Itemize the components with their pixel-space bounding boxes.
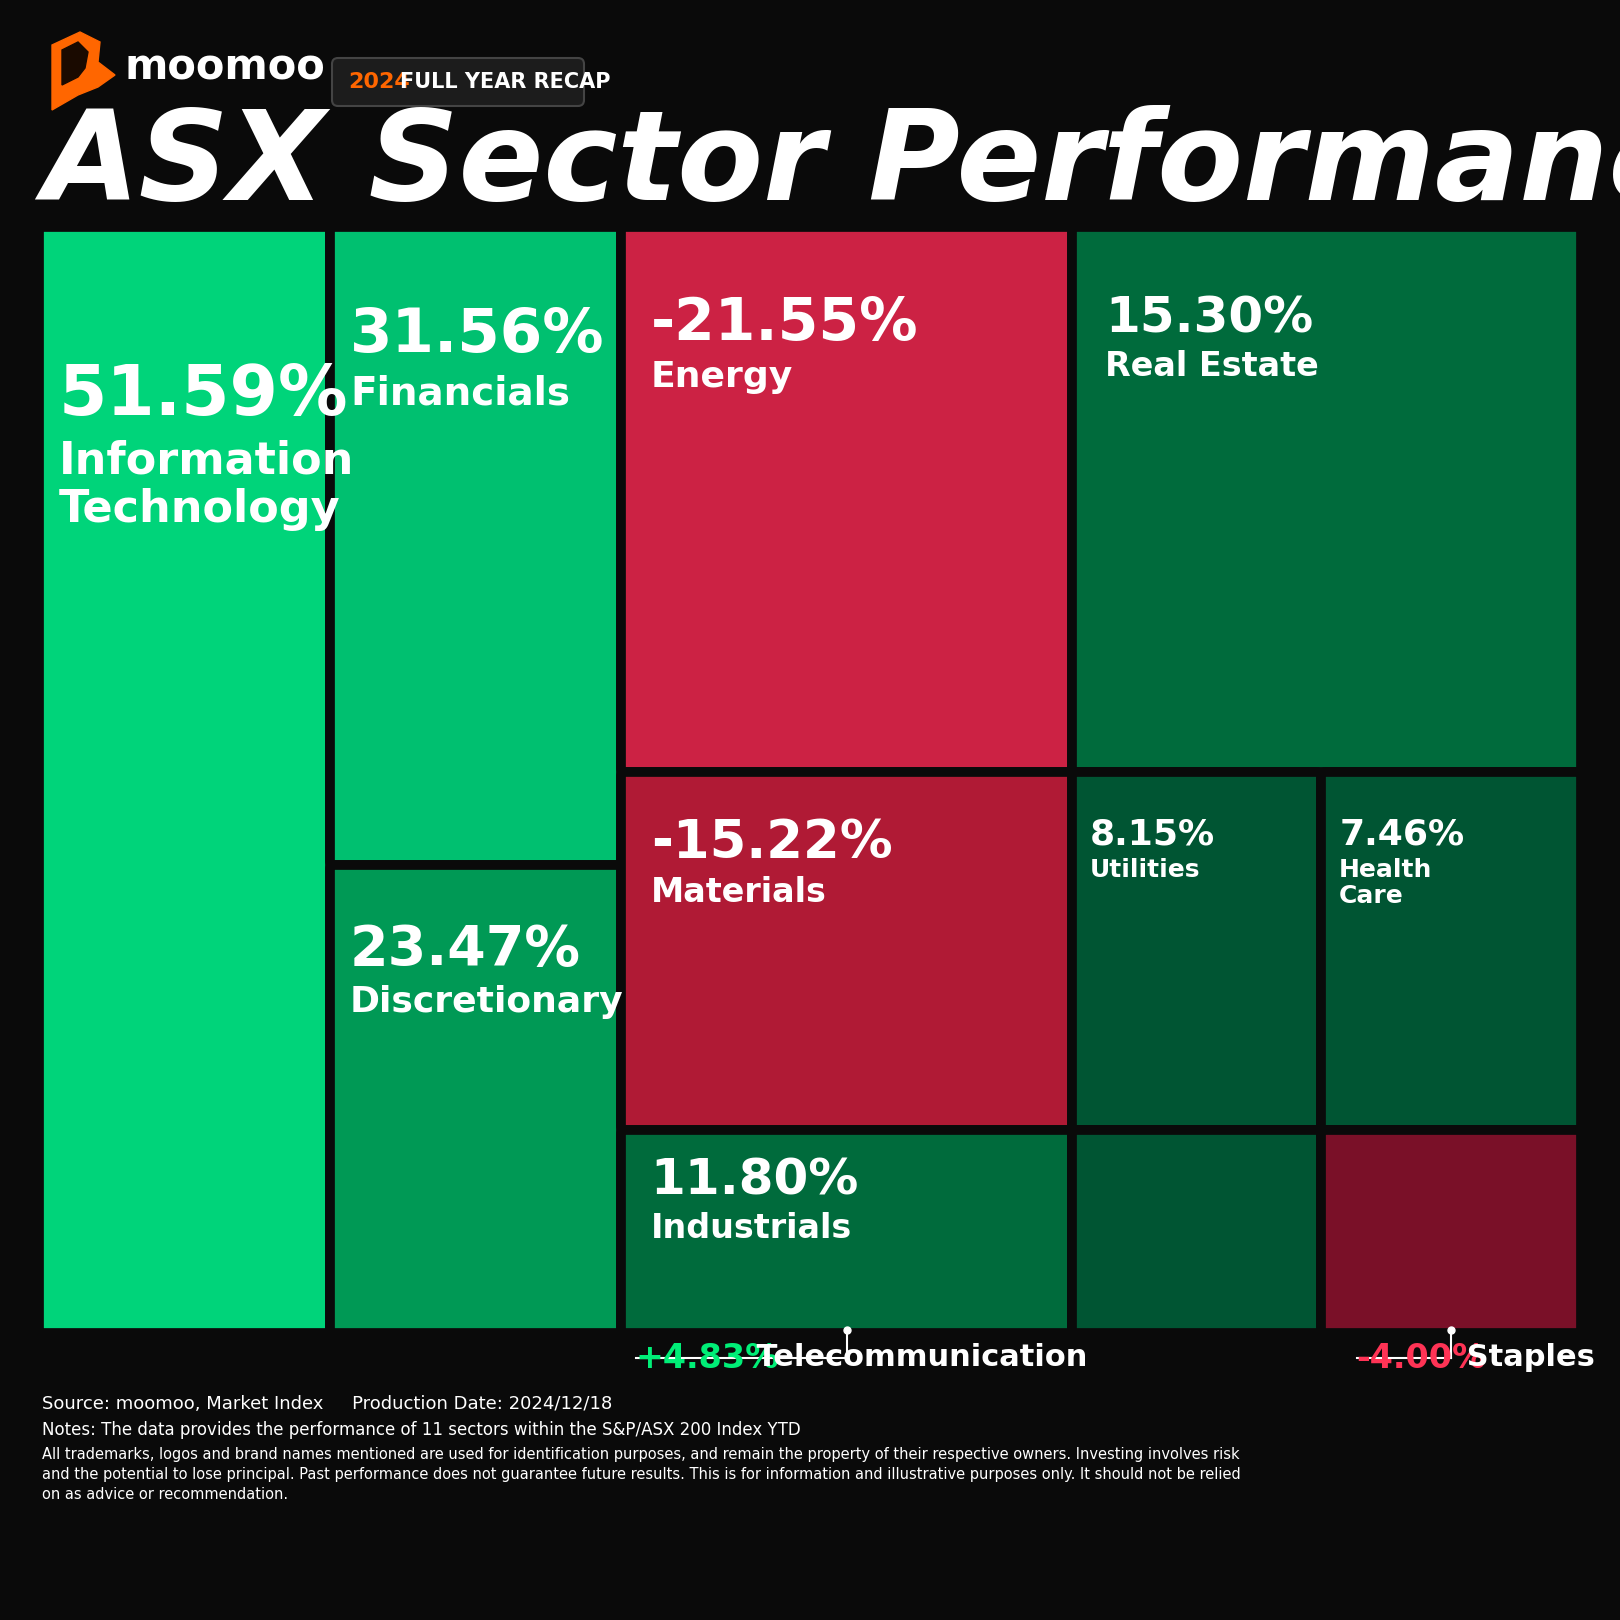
Text: 2024: 2024	[348, 71, 410, 92]
Text: Real Estate: Real Estate	[1105, 350, 1319, 384]
FancyBboxPatch shape	[330, 865, 620, 1333]
Text: 23.47%: 23.47%	[350, 923, 582, 977]
Text: -4.00%: -4.00%	[1356, 1341, 1486, 1374]
Text: -21.55%: -21.55%	[651, 295, 919, 352]
Text: Notes: The data provides the performance of 11 sectors within the S&P/ASX 200 In: Notes: The data provides the performance…	[42, 1421, 800, 1439]
Text: Financials: Financials	[350, 374, 570, 411]
FancyBboxPatch shape	[1320, 1131, 1581, 1333]
Text: -15.22%: -15.22%	[651, 816, 893, 870]
Text: Utilities: Utilities	[1090, 857, 1200, 881]
FancyBboxPatch shape	[620, 1131, 1072, 1333]
FancyBboxPatch shape	[1072, 1131, 1581, 1333]
Text: Materials: Materials	[651, 876, 826, 909]
FancyBboxPatch shape	[620, 227, 1072, 773]
Text: ASX Sector Performance: ASX Sector Performance	[42, 105, 1620, 225]
Text: moomoo: moomoo	[125, 47, 326, 89]
Text: Energy: Energy	[651, 360, 792, 394]
Text: 7.46%: 7.46%	[1340, 816, 1464, 850]
FancyBboxPatch shape	[332, 58, 583, 105]
Text: Source: moomoo, Market Index     Production Date: 2024/12/18: Source: moomoo, Market Index Production …	[42, 1395, 612, 1413]
Text: FULL YEAR RECAP: FULL YEAR RECAP	[400, 71, 611, 92]
Text: Information
Technology: Information Technology	[58, 439, 355, 531]
Text: Telecommunication: Telecommunication	[745, 1343, 1087, 1372]
Text: 8.15%: 8.15%	[1090, 816, 1215, 850]
Text: All trademarks, logos and brand names mentioned are used for identification purp: All trademarks, logos and brand names me…	[42, 1447, 1241, 1502]
FancyBboxPatch shape	[1072, 1131, 1320, 1333]
Text: +4.83%: +4.83%	[635, 1341, 779, 1374]
Text: 11.80%: 11.80%	[651, 1157, 859, 1205]
FancyBboxPatch shape	[620, 773, 1072, 1131]
Text: 51.59%: 51.59%	[58, 361, 348, 429]
Text: Industrials: Industrials	[651, 1212, 852, 1246]
Text: Health
Care: Health Care	[1340, 857, 1432, 909]
FancyBboxPatch shape	[1072, 227, 1581, 773]
FancyBboxPatch shape	[1072, 773, 1320, 1131]
Text: 15.30%: 15.30%	[1105, 295, 1314, 343]
Polygon shape	[62, 42, 87, 84]
FancyBboxPatch shape	[330, 227, 620, 865]
Text: Staples: Staples	[1456, 1343, 1596, 1372]
Polygon shape	[52, 32, 115, 110]
FancyBboxPatch shape	[39, 227, 330, 1333]
FancyBboxPatch shape	[1320, 773, 1581, 1131]
Text: 31.56%: 31.56%	[350, 306, 604, 364]
Text: Discretionary: Discretionary	[350, 985, 624, 1019]
